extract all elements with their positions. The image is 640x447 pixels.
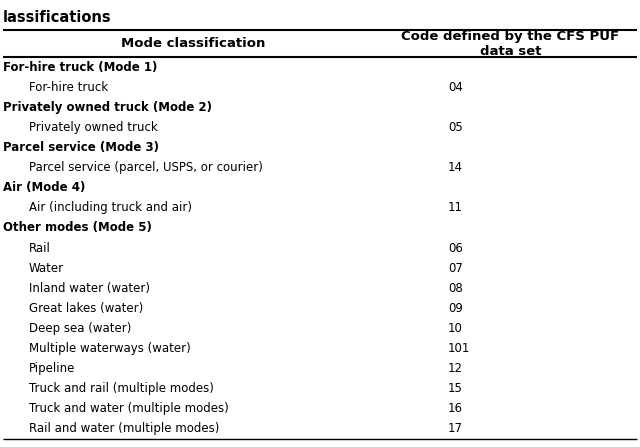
Text: Inland water (water): Inland water (water) <box>29 282 150 295</box>
Text: Multiple waterways (water): Multiple waterways (water) <box>29 342 191 355</box>
Text: 06: 06 <box>448 241 463 255</box>
Text: 12: 12 <box>448 362 463 375</box>
Text: Code defined by the CFS PUF
data set: Code defined by the CFS PUF data set <box>401 30 620 58</box>
Text: Parcel service (parcel, USPS, or courier): Parcel service (parcel, USPS, or courier… <box>29 161 262 174</box>
Text: 11: 11 <box>448 202 463 215</box>
Text: Truck and water (multiple modes): Truck and water (multiple modes) <box>29 402 228 415</box>
Text: Rail and water (multiple modes): Rail and water (multiple modes) <box>29 422 219 435</box>
Text: Deep sea (water): Deep sea (water) <box>29 322 131 335</box>
Text: 08: 08 <box>448 282 463 295</box>
Text: Privately owned truck (Mode 2): Privately owned truck (Mode 2) <box>3 101 212 114</box>
Text: Privately owned truck: Privately owned truck <box>29 121 157 134</box>
Text: 14: 14 <box>448 161 463 174</box>
Text: 15: 15 <box>448 382 463 395</box>
Text: 17: 17 <box>448 422 463 435</box>
Text: 07: 07 <box>448 261 463 274</box>
Text: lassifications: lassifications <box>3 10 112 25</box>
Text: Water: Water <box>29 261 64 274</box>
Text: Pipeline: Pipeline <box>29 362 75 375</box>
Text: Truck and rail (multiple modes): Truck and rail (multiple modes) <box>29 382 214 395</box>
Text: 09: 09 <box>448 302 463 315</box>
Text: Great lakes (water): Great lakes (water) <box>29 302 143 315</box>
Text: Air (including truck and air): Air (including truck and air) <box>29 202 192 215</box>
Text: Other modes (Mode 5): Other modes (Mode 5) <box>3 222 152 235</box>
Text: 04: 04 <box>448 81 463 94</box>
Text: For-hire truck: For-hire truck <box>29 81 108 94</box>
Text: Air (Mode 4): Air (Mode 4) <box>3 181 86 194</box>
Text: Parcel service (Mode 3): Parcel service (Mode 3) <box>3 141 159 154</box>
Text: 10: 10 <box>448 322 463 335</box>
Text: 16: 16 <box>448 402 463 415</box>
Text: For-hire truck (Mode 1): For-hire truck (Mode 1) <box>3 61 157 74</box>
Text: 05: 05 <box>448 121 463 134</box>
Text: Mode classification: Mode classification <box>122 37 266 51</box>
Text: 101: 101 <box>448 342 470 355</box>
Text: Rail: Rail <box>29 241 51 255</box>
